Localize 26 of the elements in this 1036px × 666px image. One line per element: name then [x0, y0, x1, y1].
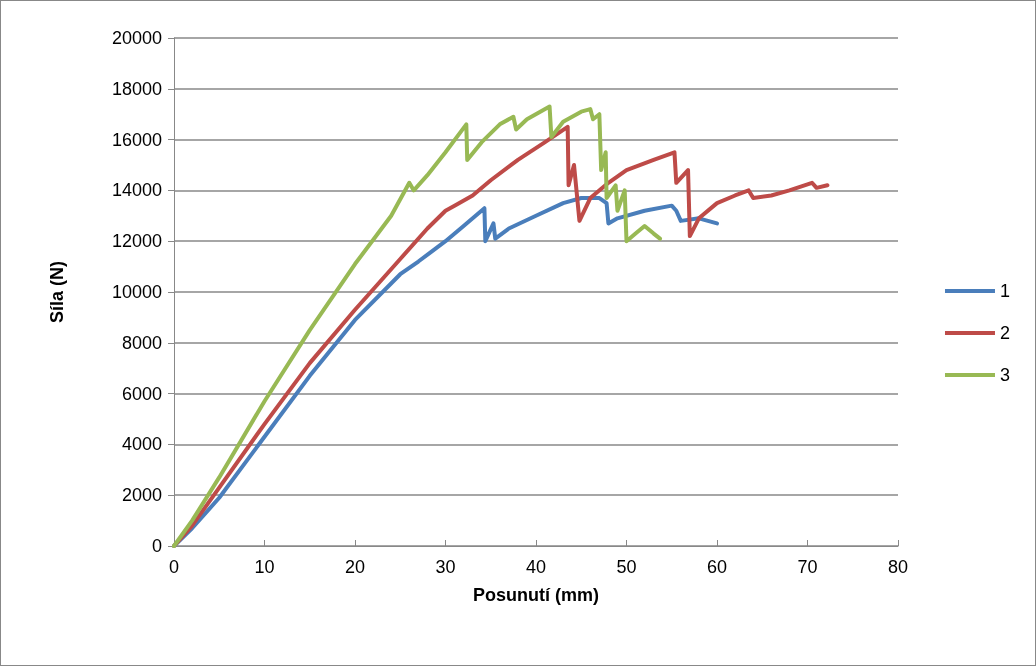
y-tick-label: 20000: [111, 28, 162, 48]
legend-label: 2: [999, 323, 1010, 343]
x-tick-label: 60: [706, 557, 728, 577]
y-tick-label: 8000: [121, 332, 162, 353]
legend-label: 3: [999, 365, 1010, 385]
x-axis-title: Posunutí (mm): [473, 585, 599, 605]
x-tick-label: 10: [254, 557, 275, 577]
y-tick-label: 10000: [111, 282, 162, 302]
legend-label: 1: [999, 281, 1010, 301]
y-tick-label: 0: [151, 536, 162, 556]
y-tick-label: 16000: [111, 129, 162, 150]
x-tick-label: 0: [168, 557, 180, 577]
y-tick-label: 6000: [121, 383, 162, 404]
x-tick-label: 70: [797, 557, 818, 577]
x-tick-label: 40: [525, 557, 547, 577]
y-axis-title: Síla (N): [47, 260, 67, 324]
x-tick-label: 50: [616, 557, 637, 577]
line-series: [172, 104, 662, 548]
y-tick-label: 18000: [111, 78, 162, 99]
x-tick-label: 80: [887, 557, 909, 577]
x-tick-label: 30: [435, 557, 456, 577]
y-tick-label: 4000: [121, 434, 162, 455]
y-tick-label: 14000: [111, 180, 162, 201]
y-tick-label: 2000: [121, 485, 162, 506]
x-tick-label: 20: [344, 557, 366, 577]
y-tick-label: 12000: [111, 231, 162, 252]
